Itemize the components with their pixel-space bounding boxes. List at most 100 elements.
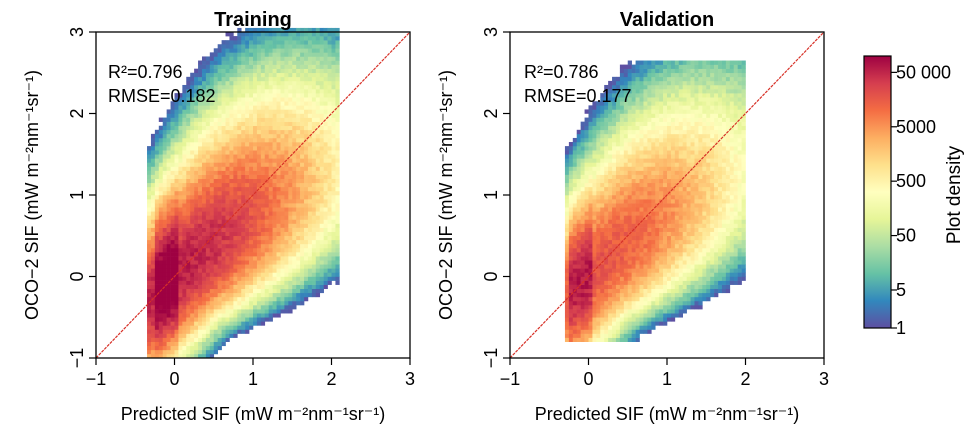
density-cell [213, 133, 218, 139]
density-cell [627, 223, 632, 228]
density-cell [631, 252, 636, 257]
density-cell [631, 101, 636, 106]
density-cell [331, 227, 336, 232]
density-cell [584, 227, 589, 232]
density-cell [600, 296, 605, 302]
density-cell [651, 117, 656, 122]
density-cell [288, 64, 293, 69]
density-cell [615, 207, 621, 212]
density-cell [256, 146, 262, 151]
density-cell [205, 203, 211, 208]
density-cell [253, 227, 258, 232]
density-cell [335, 125, 340, 131]
density-cell [190, 186, 195, 192]
density-cell [147, 252, 152, 257]
density-cell [327, 215, 332, 220]
density-cell [166, 113, 171, 118]
density-cell [584, 329, 589, 334]
density-cell [249, 146, 254, 151]
density-cell [205, 68, 211, 74]
density-cell [205, 174, 211, 179]
density-cell [194, 349, 199, 355]
density-cell [186, 190, 191, 196]
density-cell [331, 76, 336, 82]
density-cell [576, 166, 581, 171]
density-cell [284, 52, 289, 57]
density-cell [174, 353, 179, 359]
density-cell [229, 247, 234, 253]
density-cell [576, 211, 581, 216]
density-cell [229, 300, 234, 306]
density-cell [237, 325, 242, 330]
density-cell [327, 52, 332, 57]
density-cell [647, 260, 652, 265]
density-cell [213, 333, 218, 338]
density-cell [335, 76, 340, 82]
density-cell [576, 186, 581, 192]
density-cell [631, 264, 636, 269]
density-cell [253, 80, 258, 86]
density-cell [612, 105, 617, 110]
density-cell [604, 154, 609, 159]
density-cell [651, 146, 656, 151]
density-cell [292, 137, 297, 143]
density-cell [623, 207, 629, 212]
density-cell [225, 48, 230, 53]
density-cell [319, 276, 324, 281]
density-cell [280, 40, 285, 45]
density-cell [304, 174, 309, 179]
density-cell [608, 284, 613, 290]
density-cell [209, 223, 215, 228]
density-cell [568, 186, 574, 192]
density-cell [643, 133, 648, 139]
density-cell [292, 178, 297, 184]
density-cell [276, 309, 281, 314]
density-cell [288, 105, 293, 110]
density-cell [588, 284, 593, 290]
density-cell [209, 121, 215, 127]
density-cell [608, 105, 613, 110]
density-cell [178, 317, 183, 322]
density-cell [174, 292, 179, 298]
density-cell [198, 170, 203, 175]
density-cell [580, 247, 585, 253]
density-cell [225, 231, 230, 237]
density-cell [260, 154, 266, 159]
density-cell [655, 190, 660, 196]
density-cell [284, 129, 289, 135]
density-cell [323, 60, 328, 65]
density-cell [651, 186, 656, 192]
density-cell [162, 247, 167, 253]
density-cell [335, 174, 340, 179]
density-cell [619, 256, 625, 261]
density-cell [217, 121, 222, 127]
density-cell [627, 125, 632, 131]
density-cell [623, 252, 629, 257]
density-cell [170, 337, 175, 342]
density-cell [205, 109, 211, 114]
density-cell [260, 32, 266, 37]
density-cell [315, 105, 321, 110]
density-cell [612, 101, 617, 106]
density-cell [612, 84, 617, 90]
density-cell [190, 243, 195, 249]
density-cell [331, 84, 336, 90]
density-cell [272, 44, 277, 49]
density-cell [584, 129, 589, 135]
density-cell [588, 260, 593, 265]
density-cell [166, 121, 171, 127]
density-cell [631, 325, 636, 330]
density-cell [170, 231, 175, 237]
density-cell [615, 154, 621, 159]
density-cell [300, 190, 305, 196]
density-cell [186, 76, 191, 82]
density-cell [319, 146, 324, 151]
density-cell [268, 166, 273, 171]
density-cell [241, 195, 246, 200]
density-cell [225, 317, 230, 322]
density-cell [600, 231, 605, 237]
density-cell [631, 272, 636, 277]
density-cell [245, 300, 250, 306]
density-cell [651, 215, 656, 220]
density-cell [260, 280, 266, 285]
